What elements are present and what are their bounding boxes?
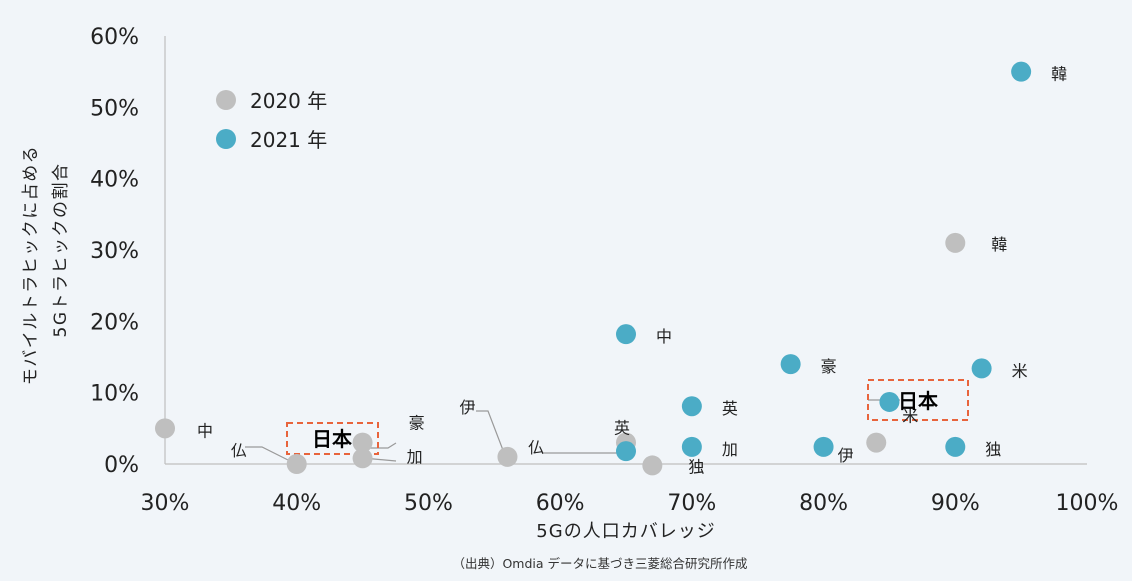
point-label: 伊 [838, 446, 854, 465]
leader-line [245, 446, 297, 465]
y-tick-label: 10% [90, 382, 139, 407]
legend-marker-2020 [216, 90, 236, 110]
y-tick-label: 50% [90, 96, 139, 121]
point-label: 米 [1012, 361, 1028, 380]
x-tick-label: 60% [536, 491, 585, 516]
plot-background [6, 6, 1126, 575]
leader-line [476, 410, 507, 459]
legend-label-2020: 2020 年 [250, 89, 327, 113]
leader-lines [245, 399, 900, 465]
x-tick-label: 50% [404, 491, 453, 516]
x-tick-label: 80% [799, 491, 848, 516]
data-point-2021 [780, 354, 801, 375]
point-label: 日本 [898, 389, 938, 413]
data-point-2021 [616, 441, 636, 462]
data-point-2021 [813, 436, 834, 457]
point-label: 豪 [409, 414, 425, 433]
data-point-2021 [971, 358, 992, 379]
source-note: （出典）Omdia データに基づき三菱総合研究所作成 [452, 556, 747, 571]
point-label: 英 [614, 419, 630, 438]
x-tick-labels: 30% 40% 50% 60% 70% 80% 90% 100% [141, 491, 1119, 516]
y-tick-label: 20% [90, 310, 139, 335]
point-label: 中 [656, 327, 672, 346]
point-label: 独 [688, 457, 704, 476]
data-point-2021 [879, 391, 900, 412]
y-tick-labels: 0% 10% 20% 30% 40% 50% 60% [90, 25, 139, 478]
y-tick-label: 40% [90, 168, 139, 193]
data-point-2020 [352, 432, 373, 453]
point-label: 韓 [991, 235, 1007, 254]
highlight-boxes: 日本 [286, 379, 969, 455]
point-label: 加 [407, 447, 423, 466]
y-axis-label-line1: モバイルトラヒックに占める [21, 145, 41, 386]
axes [164, 36, 1087, 465]
data-point-2021 [1011, 61, 1032, 82]
point-label: 加 [722, 440, 738, 459]
data-point-2021 [616, 324, 636, 345]
x-tick-label: 90% [931, 491, 980, 516]
x-tick-label: 100% [1056, 491, 1119, 516]
data-point-2020 [352, 448, 373, 469]
point-label: 中 [197, 421, 213, 440]
data-point-2020 [945, 232, 966, 253]
legend: 2020 年 2021 年 [216, 89, 327, 152]
data-point-2020 [286, 454, 307, 474]
data-point-2020 [642, 455, 663, 476]
point-label: 仏 [528, 438, 544, 457]
data-point-2021 [945, 436, 966, 457]
data-point-2020 [497, 446, 518, 467]
point-label: 豪 [821, 357, 837, 376]
data-point-2021 [681, 436, 702, 457]
data-point-2020 [155, 418, 175, 439]
japan-2020-highlight-label: 日本 [312, 427, 352, 451]
data-point-2020 [866, 432, 887, 453]
y-axis-label-line2: 5Gトラヒックの割合 [51, 163, 71, 338]
y-tick-label: 30% [90, 239, 139, 264]
point-label: 独 [985, 440, 1001, 459]
legend-label-2021: 2021 年 [250, 128, 327, 152]
data-points [155, 61, 1032, 476]
japan-2020-highlight-box [286, 422, 379, 455]
leader-line [363, 442, 397, 449]
point-label: 仏 [231, 441, 247, 460]
x-tick-label: 30% [141, 491, 190, 516]
point-label: 英 [722, 399, 738, 418]
legend-marker-2021 [216, 129, 236, 149]
point-label: 米 [902, 407, 918, 426]
x-tick-label: 70% [667, 491, 716, 516]
point-label: 伊 [459, 398, 475, 417]
japan-2021-highlight-box [867, 379, 969, 421]
x-axis-label: 5Gの人口カバレッジ [536, 521, 715, 542]
x-tick-label: 40% [272, 491, 321, 516]
data-point-2021 [681, 396, 702, 417]
y-tick-label: 60% [90, 25, 139, 50]
point-label: 韓 [1051, 65, 1067, 84]
y-tick-label: 0% [104, 453, 139, 478]
